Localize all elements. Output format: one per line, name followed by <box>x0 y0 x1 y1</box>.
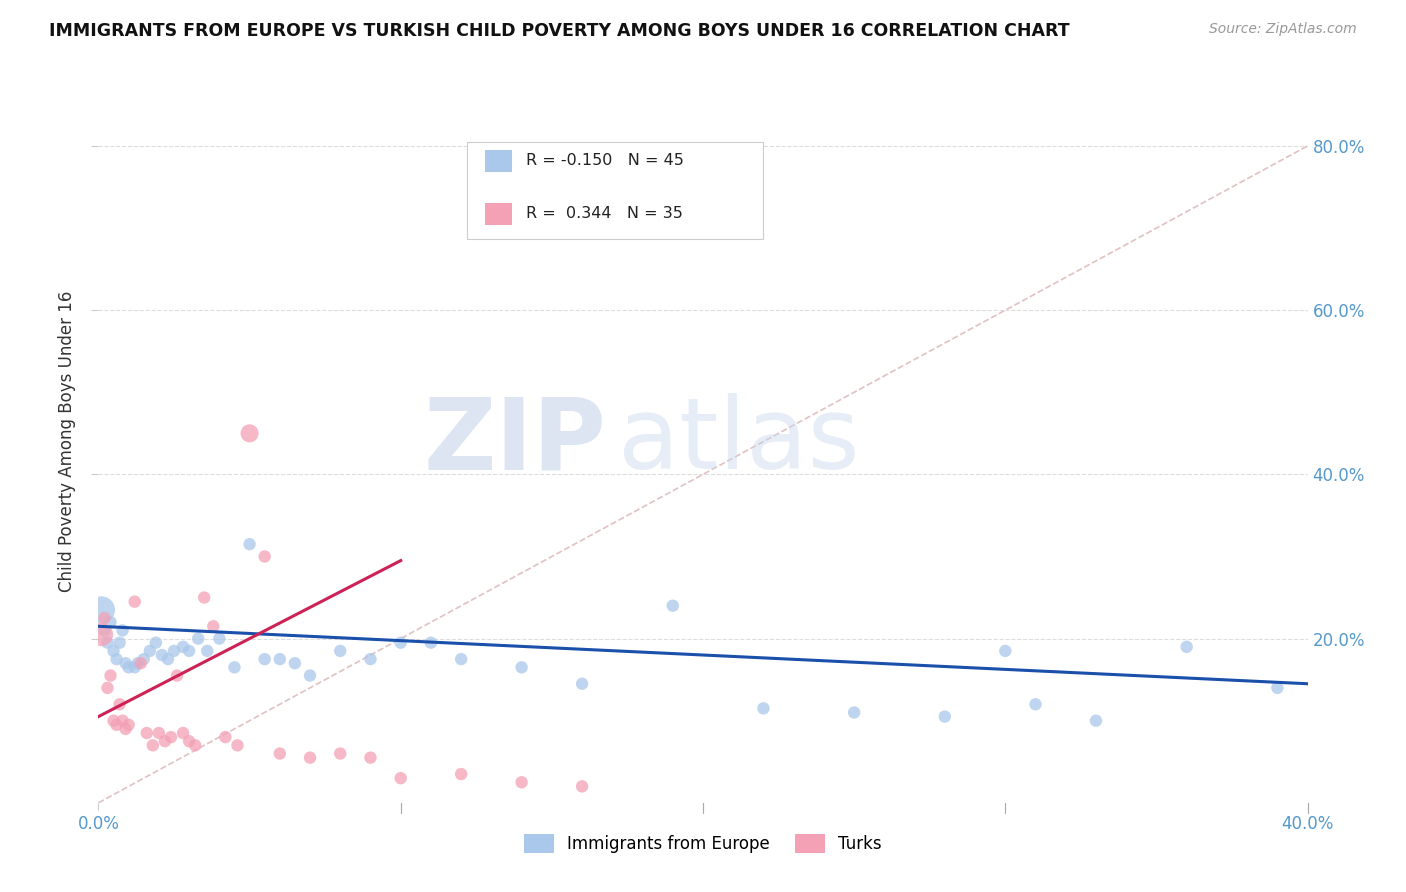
Point <box>284 657 307 671</box>
Point <box>118 718 141 732</box>
Point <box>224 660 246 674</box>
Point <box>934 709 956 723</box>
Point <box>299 750 322 764</box>
Bar <box>485 202 512 225</box>
Point <box>389 771 412 785</box>
Point <box>994 644 1017 658</box>
Point <box>129 657 152 671</box>
Point <box>571 677 593 691</box>
Point <box>90 603 112 617</box>
Point <box>108 636 131 650</box>
Point <box>450 767 472 781</box>
Point <box>752 701 775 715</box>
Point <box>135 726 157 740</box>
Point <box>93 611 115 625</box>
Point <box>103 644 125 658</box>
Point <box>239 537 262 551</box>
Point <box>132 652 155 666</box>
Point <box>1024 698 1046 712</box>
Point <box>100 668 122 682</box>
FancyBboxPatch shape <box>467 142 763 239</box>
Point <box>124 660 146 674</box>
Point <box>329 747 352 761</box>
Point <box>299 668 322 682</box>
Point <box>105 652 128 666</box>
Point <box>163 644 186 658</box>
Point <box>142 739 165 753</box>
Point <box>1085 714 1108 728</box>
Point <box>139 644 162 658</box>
Point <box>510 775 533 789</box>
Text: IMMIGRANTS FROM EUROPE VS TURKISH CHILD POVERTY AMONG BOYS UNDER 16 CORRELATION : IMMIGRANTS FROM EUROPE VS TURKISH CHILD … <box>49 22 1070 40</box>
Point <box>153 734 176 748</box>
Point <box>93 624 115 638</box>
Point <box>420 636 443 650</box>
Point <box>208 632 231 646</box>
Point <box>239 426 262 441</box>
Point <box>179 644 201 658</box>
Point <box>253 652 276 666</box>
Point <box>108 698 131 712</box>
Text: ZIP: ZIP <box>423 393 606 490</box>
Text: Source: ZipAtlas.com: Source: ZipAtlas.com <box>1209 22 1357 37</box>
Point <box>184 739 207 753</box>
Point <box>172 726 194 740</box>
Point <box>114 722 136 736</box>
Point <box>148 726 170 740</box>
Point <box>253 549 276 564</box>
Point <box>100 615 122 630</box>
Y-axis label: Child Poverty Among Boys Under 16: Child Poverty Among Boys Under 16 <box>58 291 76 592</box>
Point <box>127 657 149 671</box>
Point <box>90 627 112 641</box>
Text: R =  0.344   N = 35: R = 0.344 N = 35 <box>526 206 683 221</box>
Point <box>166 668 188 682</box>
Point <box>1175 640 1198 654</box>
Point <box>150 648 173 662</box>
Point <box>124 594 146 608</box>
Point <box>661 599 683 613</box>
Text: R = -0.150   N = 45: R = -0.150 N = 45 <box>526 153 685 169</box>
Point <box>96 681 118 695</box>
Point <box>202 619 225 633</box>
Point <box>105 718 128 732</box>
Point <box>145 636 167 650</box>
Point <box>111 714 134 728</box>
Point <box>269 747 291 761</box>
Point <box>571 780 593 794</box>
Point <box>160 730 183 744</box>
Point <box>226 739 249 753</box>
Point <box>187 632 209 646</box>
Point <box>195 644 218 658</box>
Point <box>269 652 291 666</box>
Point <box>360 750 382 764</box>
Point <box>1267 681 1289 695</box>
Text: atlas: atlas <box>619 393 860 490</box>
Point <box>103 714 125 728</box>
Point <box>193 591 215 605</box>
Point <box>118 660 141 674</box>
Point <box>111 624 134 638</box>
Point <box>389 636 412 650</box>
Point <box>844 706 866 720</box>
Point <box>510 660 533 674</box>
Point <box>96 636 118 650</box>
Point <box>360 652 382 666</box>
Point <box>214 730 236 744</box>
Point <box>114 657 136 671</box>
Point <box>172 640 194 654</box>
Point <box>179 734 201 748</box>
Point <box>450 652 472 666</box>
Point <box>156 652 179 666</box>
Legend: Immigrants from Europe, Turks: Immigrants from Europe, Turks <box>517 827 889 860</box>
Point <box>329 644 352 658</box>
Bar <box>485 150 512 172</box>
